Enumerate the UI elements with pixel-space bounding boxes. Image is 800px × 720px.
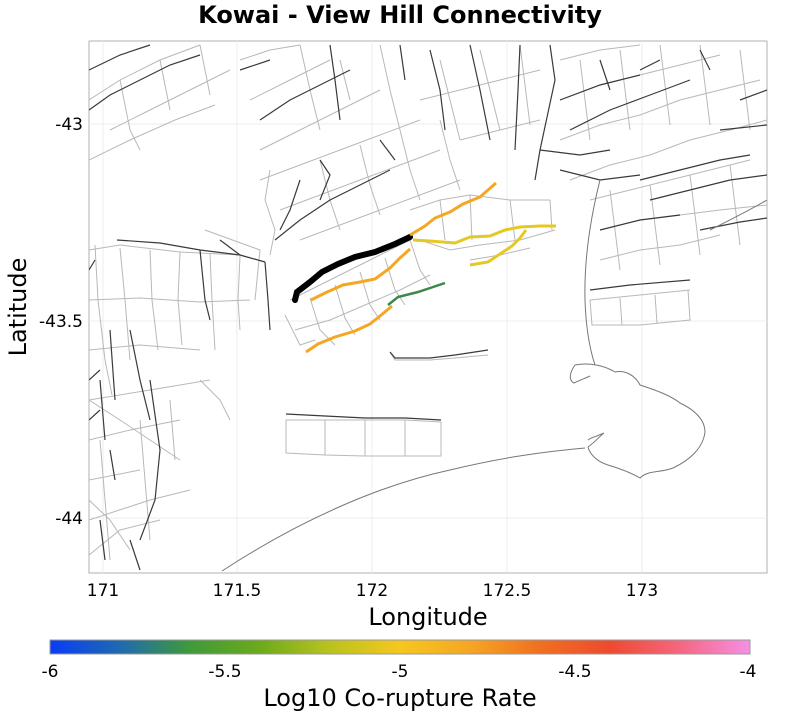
colorbar-tick-label: -4 <box>740 662 757 682</box>
y-axis-label: Latitude <box>4 258 32 357</box>
colorbar-tick-label: -4.5 <box>558 662 591 682</box>
colorbar <box>49 639 751 655</box>
y-tick-label: -43 <box>55 115 83 135</box>
coastline <box>221 179 767 572</box>
gridlines <box>89 41 767 573</box>
x-tick-label: 171.5 <box>213 581 262 601</box>
x-axis-label: Longitude <box>368 603 487 631</box>
x-tick-label: 172 <box>356 581 388 601</box>
map-title: Kowai - View Hill Connectivity <box>198 1 602 29</box>
y-axis: -43 -43.5 -44 <box>39 115 83 529</box>
corupture-trace-green <box>387 281 446 306</box>
corupture-trace-orange-south <box>305 304 393 354</box>
x-tick-label: 172.5 <box>483 581 532 601</box>
x-axis: 171 171.5 172 172.5 173 <box>87 581 658 601</box>
colorbar-tick-label: -6 <box>42 662 59 682</box>
target-fault-trace <box>292 234 413 303</box>
colorbar-tick-label: -5.5 <box>208 662 241 682</box>
fault-patch-network <box>89 44 767 561</box>
y-tick-label: -43.5 <box>39 312 83 332</box>
corupture-trace-orange-north <box>409 181 497 237</box>
fault-traces <box>89 44 767 571</box>
corupture-trace-yellow-south <box>469 229 528 267</box>
colorbar-tick-label: -5 <box>392 662 409 682</box>
corupture-trace-orange-mid <box>310 247 412 302</box>
colorbar-label: Log10 Co-rupture Rate <box>263 684 536 712</box>
x-tick-label: 173 <box>626 581 658 601</box>
corupture-trace-yellow-east <box>412 224 556 245</box>
plot-area <box>88 40 768 574</box>
colorbar-ticks: -6 -5.5 -5 -4.5 -4 <box>42 662 757 682</box>
x-tick-label: 171 <box>87 581 119 601</box>
y-tick-label: -44 <box>55 509 83 529</box>
